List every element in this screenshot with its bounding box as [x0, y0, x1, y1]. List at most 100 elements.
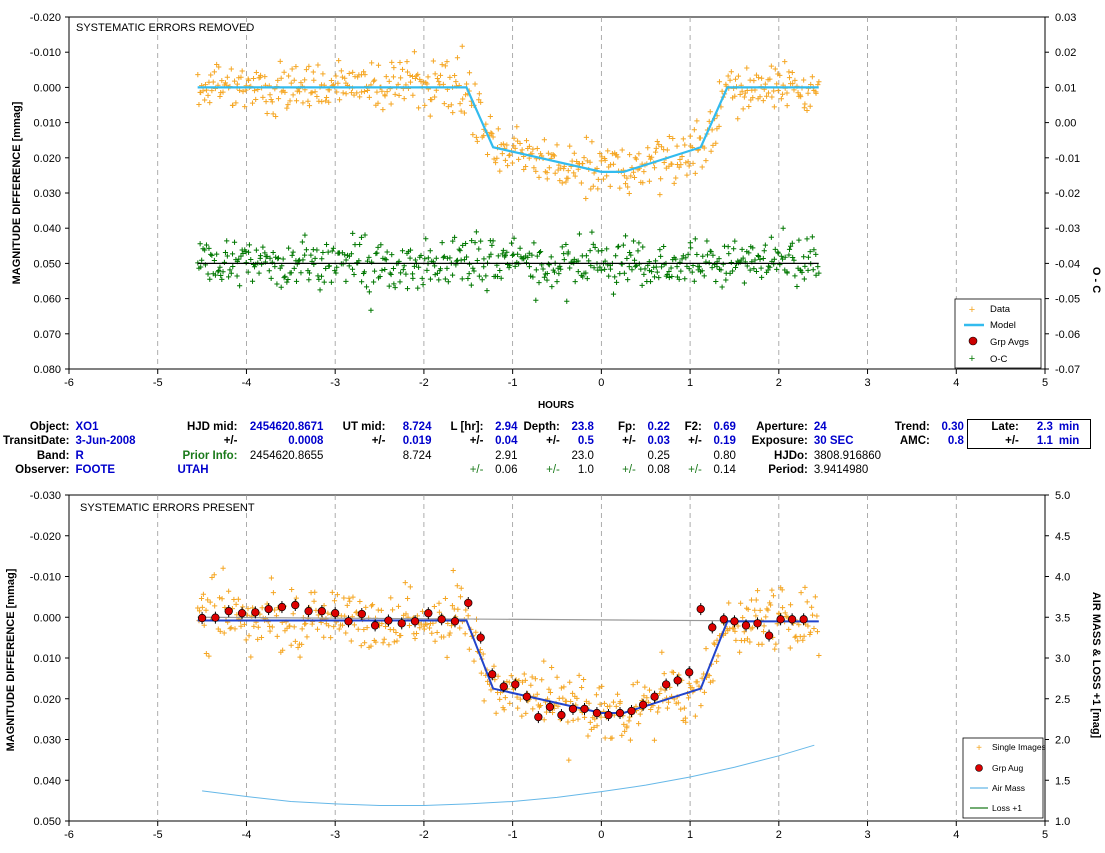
single-image-point [328, 635, 334, 641]
grp-avg-point [211, 613, 220, 622]
oc-point [329, 248, 335, 254]
oc-point [197, 241, 203, 247]
single-image-point [425, 611, 431, 618]
oc-point [326, 263, 332, 269]
oc-point [361, 269, 368, 275]
y2-tick-label: -0.06 [1055, 329, 1080, 341]
oc-point [691, 278, 697, 284]
oc-point [445, 279, 451, 285]
data-point [311, 77, 317, 83]
data-point [554, 142, 560, 148]
data-point [374, 89, 380, 95]
model-line [197, 619, 819, 715]
single-image-point [597, 701, 603, 707]
single-image-point [547, 689, 554, 696]
single-image-point [574, 695, 580, 701]
single-image-point [406, 622, 413, 629]
single-image-point [707, 679, 714, 685]
data-point [526, 143, 533, 150]
single-image-point [528, 682, 534, 688]
single-image-point [542, 699, 549, 705]
single-image-point [531, 693, 537, 699]
data-point [380, 106, 386, 113]
data-point [441, 100, 447, 107]
l-err-value: 0.04 [495, 435, 518, 448]
single-image-point [211, 572, 217, 578]
data-point [523, 163, 529, 170]
top-x-axis-label: HOURS [538, 400, 574, 411]
single-image-point [335, 612, 341, 618]
top-legend-oc: O-C [990, 354, 1008, 365]
single-image-point [588, 726, 594, 732]
oc-point [457, 248, 463, 254]
data-point [807, 103, 813, 109]
data-point [511, 135, 517, 141]
data-point [245, 77, 252, 83]
y2-tick-label: -0.02 [1055, 188, 1080, 200]
single-image-point [476, 649, 482, 656]
y2-tick-label: 1.5 [1055, 775, 1070, 787]
single-image-point [644, 695, 650, 701]
single-image-point [796, 622, 802, 628]
oc-point [262, 250, 268, 256]
data-point [281, 69, 287, 75]
x-tick-label: 5 [1042, 829, 1048, 841]
single-image-point [560, 695, 566, 701]
oc-point [272, 263, 278, 270]
single-image-point [405, 614, 411, 620]
single-image-point [375, 607, 381, 613]
prior-f2-err-value: 0.14 [713, 464, 736, 476]
data-point [669, 161, 675, 167]
data-point [536, 174, 542, 180]
single-image-point [787, 602, 794, 608]
oc-point [630, 238, 637, 244]
oc-point [534, 253, 540, 259]
data-point [561, 166, 567, 172]
data-point [502, 157, 509, 163]
grp-avg-point [499, 682, 508, 691]
data-point [778, 96, 784, 102]
single-image-point [470, 632, 476, 639]
data-point [267, 92, 273, 98]
x-tick-label: -4 [242, 377, 252, 389]
oc-point [352, 242, 358, 248]
single-image-point [418, 621, 424, 627]
single-image-point [429, 630, 435, 636]
data-point [282, 89, 288, 95]
oc-point [366, 289, 372, 295]
oc-point [651, 274, 658, 280]
oc-point [299, 239, 305, 245]
data-point [619, 147, 625, 153]
data-point [630, 169, 637, 175]
single-image-point [583, 698, 589, 704]
data-point [375, 100, 381, 106]
top-oc-points [195, 225, 822, 313]
single-image-point [733, 637, 739, 643]
single-image-point [350, 594, 356, 600]
data-point [795, 90, 801, 96]
oc-point [631, 257, 638, 263]
grp-avg-point [764, 631, 774, 640]
bottom-legend: + Single Images Grp Aug Air Mass Loss +1 [962, 737, 1046, 819]
single-image-point [288, 642, 294, 648]
oc-point [617, 271, 623, 277]
oc-point [404, 285, 411, 292]
data-point [590, 183, 596, 189]
data-point [735, 116, 741, 122]
oc-point [275, 255, 282, 261]
data-point [708, 148, 714, 154]
data-point [396, 92, 402, 99]
object-label: Object: [29, 420, 70, 433]
x-tick-label: 0 [598, 377, 604, 389]
oc-point [526, 263, 533, 270]
bottom-legend-loss: Loss +1 [992, 803, 1022, 813]
oc-point [398, 270, 404, 276]
data-point [386, 78, 392, 84]
data-point [775, 87, 781, 94]
y-tick-label: 0.050 [33, 816, 61, 828]
period-label: Period: [768, 464, 808, 476]
data-point [545, 150, 552, 156]
single-image-point [376, 623, 383, 629]
data-point [375, 62, 382, 68]
ut-err-label: +/- [371, 435, 386, 448]
